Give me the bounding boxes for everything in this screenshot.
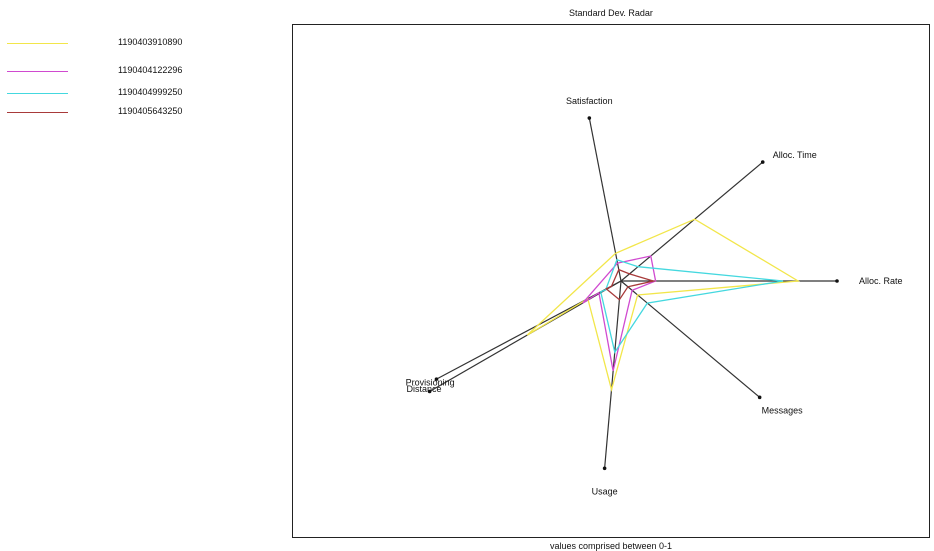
radar-series — [599, 258, 784, 354]
legend-label: 1190403910890 — [118, 37, 183, 47]
axis-end-marker — [757, 395, 762, 400]
axis-end-marker — [434, 377, 439, 381]
legend-swatch — [7, 93, 68, 94]
legend-item: 1190404122296 — [0, 61, 290, 81]
axis-label: Alloc. Time — [773, 150, 817, 160]
axis-end-marker — [427, 389, 432, 394]
axis-end-marker — [835, 279, 839, 283]
radar-axis — [604, 280, 622, 469]
radar-axis — [620, 280, 761, 398]
legend-label: 1190404999250 — [118, 87, 183, 97]
radar-series — [526, 218, 801, 393]
legend-item: 1190404999250 — [0, 83, 290, 103]
axis-end-marker — [587, 116, 592, 120]
legend-swatch — [7, 71, 68, 72]
axis-label: Usage — [592, 486, 618, 496]
x-axis-caption: values comprised between 0-1 — [549, 541, 673, 551]
axis-label: Provisioning — [406, 378, 455, 388]
legend: 1190403910890 1190404122296 119040499925… — [0, 0, 290, 150]
axis-label: Messages — [762, 405, 804, 415]
radar-axis — [436, 280, 622, 380]
legend-label: 1190404122296 — [118, 65, 183, 75]
plot-area: Satisfaction Alloc. Time Alloc. Rate Messag… — [292, 24, 930, 538]
axis-label: Alloc. Rate — [859, 276, 903, 286]
radar-axis — [620, 161, 764, 282]
radar-axis — [588, 117, 622, 282]
legend-label: 1190405643250 — [118, 106, 183, 116]
chart-title: Standard Dev. Radar — [569, 8, 653, 18]
legend-item: 1190405643250 — [0, 102, 290, 122]
radar-series — [604, 268, 656, 301]
axis-end-marker — [602, 466, 607, 471]
legend-item: 1190403910890 — [0, 33, 290, 53]
radar-chart: Satisfaction Alloc. Time Alloc. Rate Messag… — [406, 96, 903, 496]
axis-label: Distance — [406, 384, 441, 394]
axis-label: Satisfaction — [566, 96, 613, 106]
legend-swatch — [7, 43, 68, 44]
legend-swatch — [7, 112, 68, 113]
axis-end-marker — [760, 160, 765, 164]
radar-series — [582, 255, 657, 372]
